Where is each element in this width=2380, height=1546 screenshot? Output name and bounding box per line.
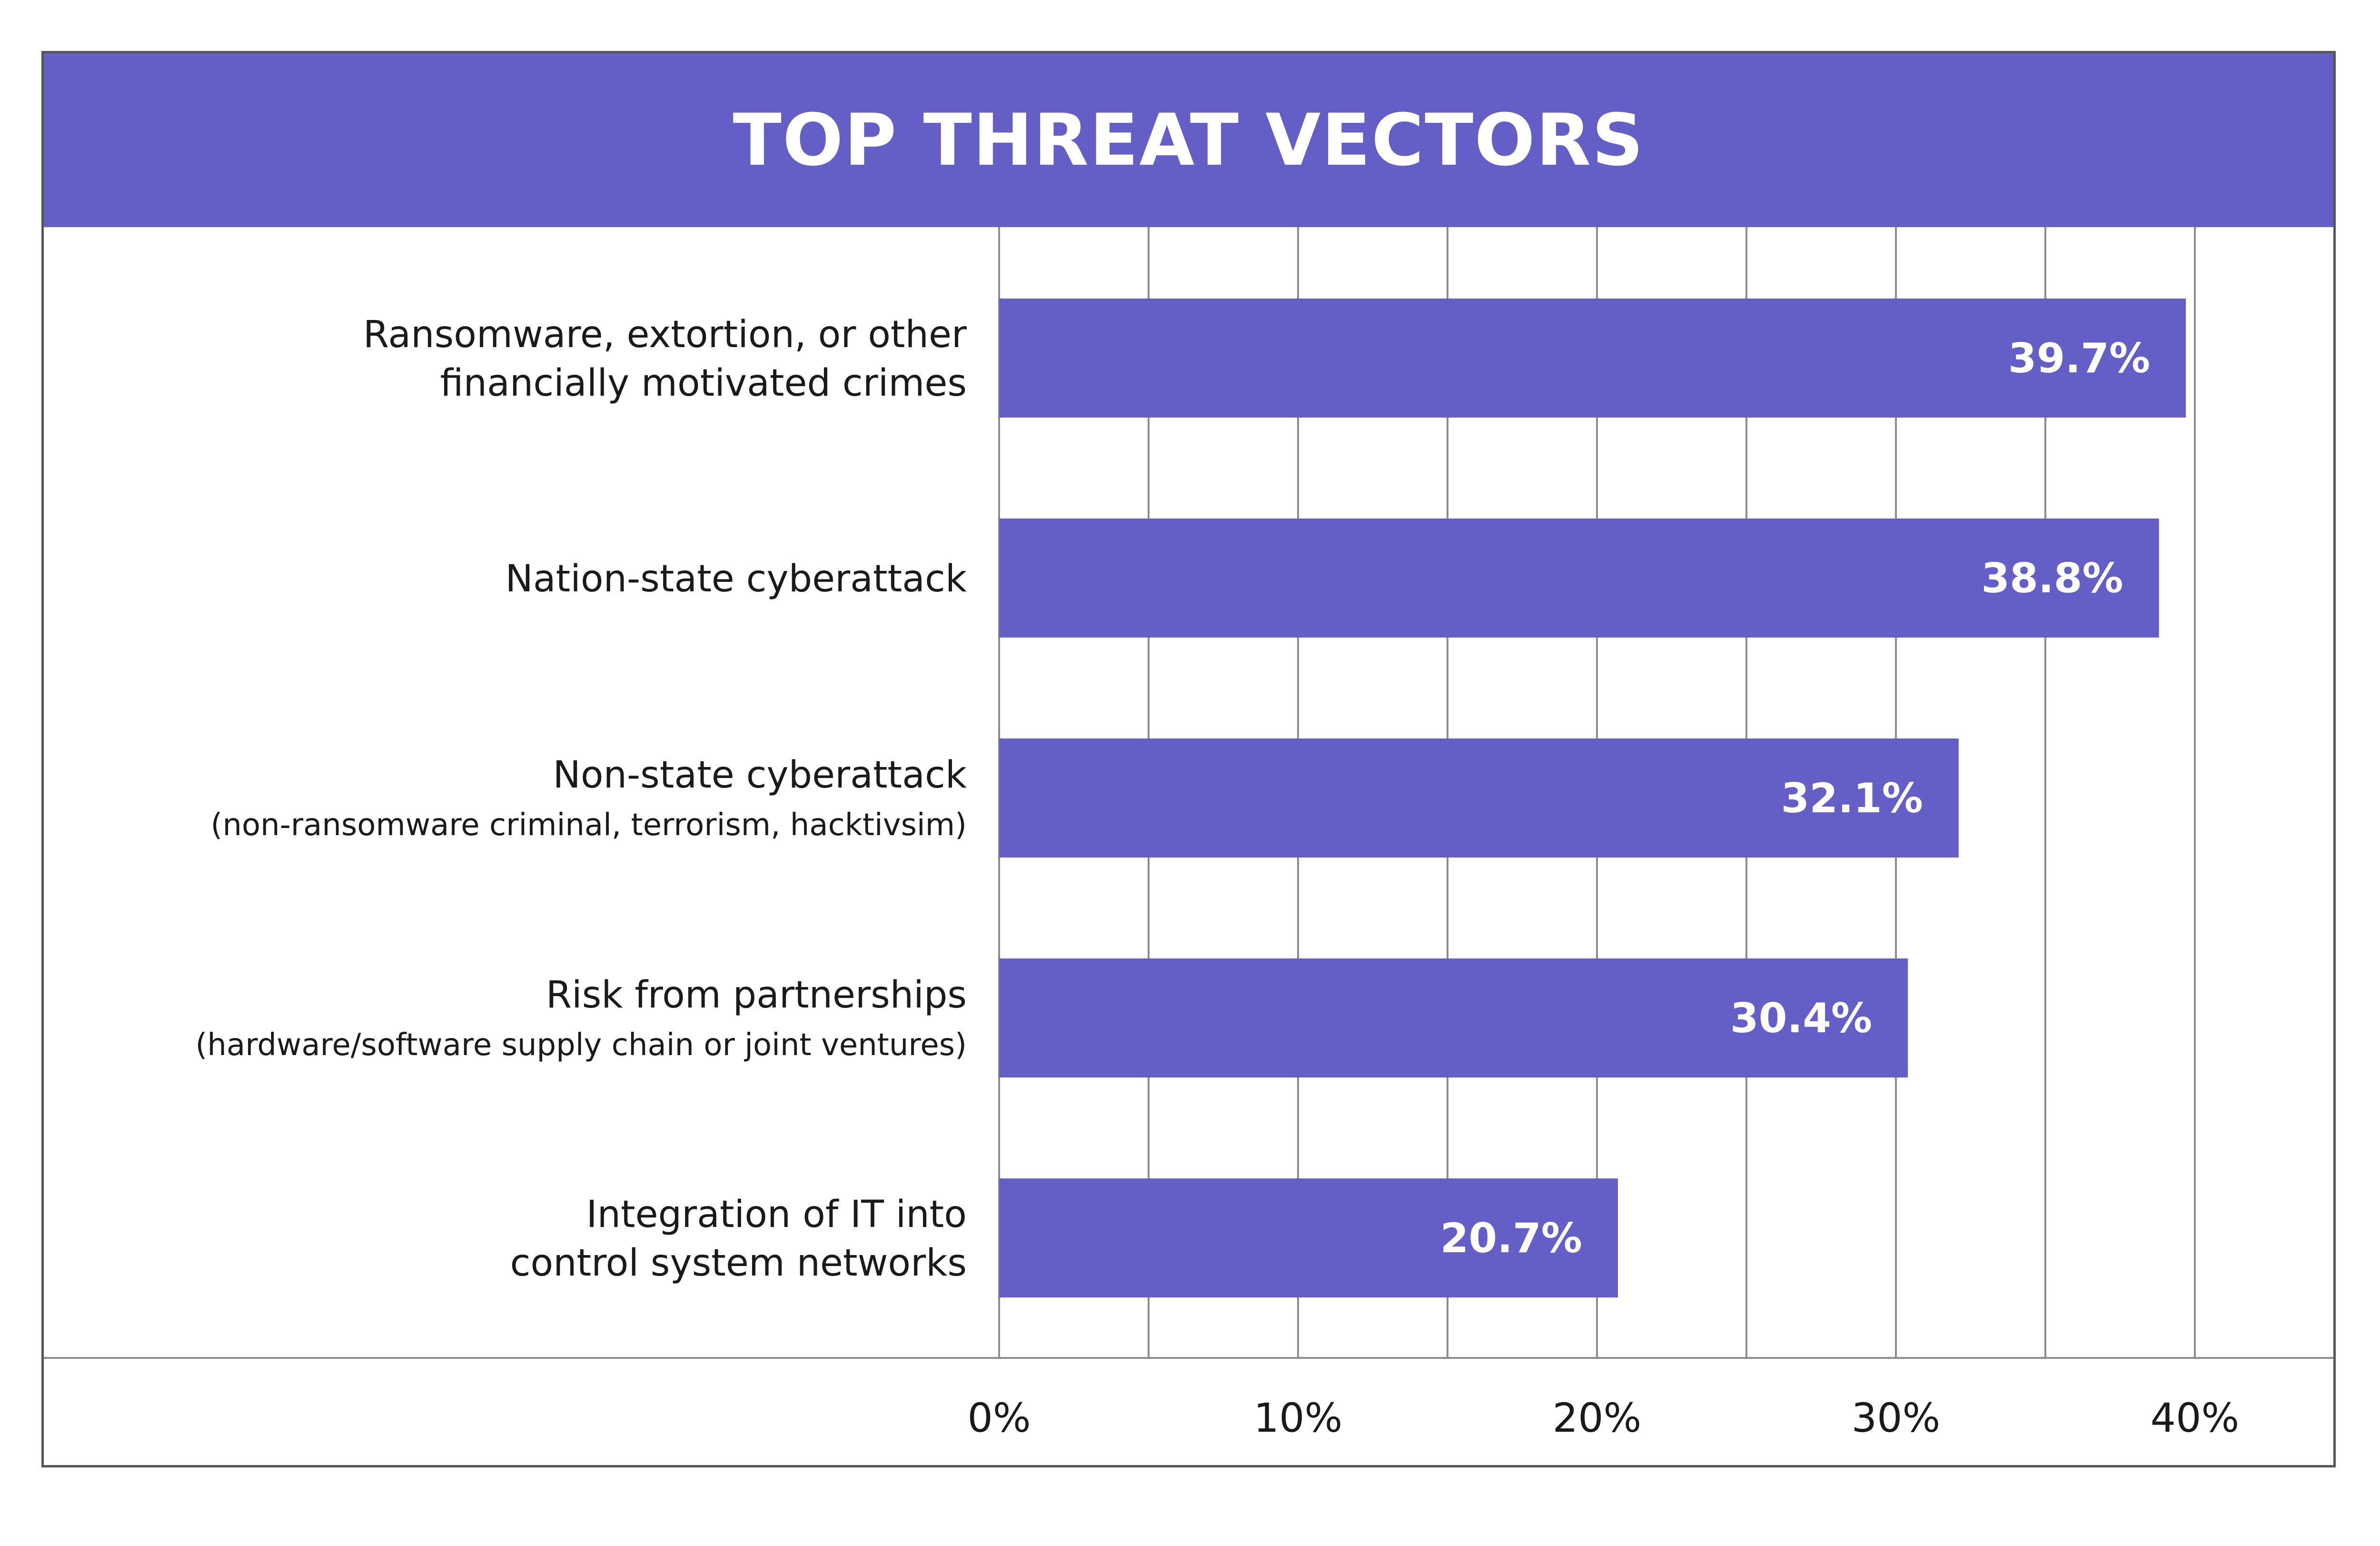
chart-frame: TOP THREAT VECTORS 39.7% 38.8% 32.1% 30.4% 2… <box>41 51 2336 1467</box>
category-label: Ransomware, extortion, or other <box>363 313 967 356</box>
category-label: Nation-state cyberattack <box>505 558 967 600</box>
category-label: Risk from partnerships <box>546 974 967 1017</box>
data-label: 20.7% <box>1440 1215 1582 1262</box>
category-label: Integration of IT into <box>586 1193 967 1236</box>
bar <box>999 1178 1618 1297</box>
data-label: 39.7% <box>2008 335 2150 382</box>
category-label: control system networks <box>510 1242 967 1285</box>
x-tick-label: 30% <box>1852 1395 1941 1441</box>
category-label: financially motivated crimes <box>440 362 967 405</box>
x-tick-label: 40% <box>2151 1395 2240 1441</box>
category-labels: Ransomware, extortion, or other financial… <box>195 313 967 1285</box>
x-tick-label: 10% <box>1254 1395 1343 1441</box>
x-tick-label: 0% <box>967 1395 1031 1441</box>
chart-plot: 39.7% 38.8% 32.1% 30.4% 20.7% Ransomware, ex… <box>44 227 2333 1441</box>
title-bar: TOP THREAT VECTORS <box>44 53 2333 227</box>
chart-title: TOP THREAT VECTORS <box>733 99 1645 182</box>
bar <box>999 958 1908 1077</box>
bars: 39.7% 38.8% 32.1% 30.4% 20.7% <box>999 299 2186 1297</box>
category-sublabel: (hardware/software supply chain or joint… <box>195 1027 967 1063</box>
data-label: 38.8% <box>1981 555 2123 602</box>
bar <box>999 299 2186 418</box>
x-axis-ticks: 0% 10% 20% 30% 40% <box>967 1395 2239 1441</box>
bar <box>999 519 2159 638</box>
category-sublabel: (non-ransomware criminal, terrorism, hac… <box>210 808 967 843</box>
data-label: 32.1% <box>1781 775 1923 822</box>
data-label: 30.4% <box>1730 995 1872 1042</box>
category-label: Non-state cyberattack <box>553 754 967 797</box>
x-tick-label: 20% <box>1553 1395 1642 1441</box>
bar <box>999 738 1959 858</box>
